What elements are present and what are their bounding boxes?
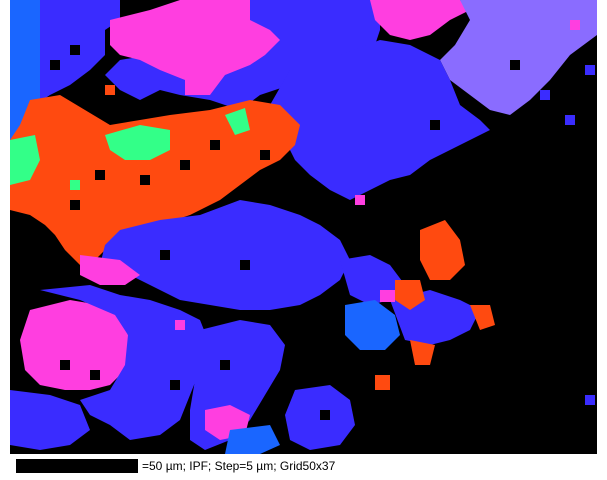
grain-orange-1 [10,95,300,265]
ipf-map-canvas [10,0,597,454]
noise-pixels [50,45,520,420]
grain-blue-4 [100,200,350,310]
grain-orange-4 [470,305,495,330]
grain-green-2 [10,135,40,185]
ipf-orientation-map [10,0,597,454]
grain-pink-3 [80,255,140,285]
grain-orange-2 [420,220,465,280]
grain-pink-1 [110,0,280,95]
grain-pink-2 [370,0,470,40]
grain-pink-4 [20,300,130,390]
grain-lavender-1 [440,0,597,115]
grain-blue-3 [270,40,490,200]
color-pixels [70,20,595,405]
map-caption: =50 µm; IPF; Step=5 µm; Grid50x37 [10,455,597,477]
scale-bar [16,459,138,473]
grain-azure-3 [345,300,400,350]
grain-green-3 [225,108,250,135]
grain-blue-5 [40,285,210,440]
grain-green-1 [105,125,170,160]
grain-orange-3 [395,280,425,310]
grain-orange-5 [410,340,435,365]
grain-orange-6 [375,375,390,390]
grain-azure-2 [225,425,280,454]
grain-blue-6 [10,390,90,450]
caption-text: =50 µm; IPF; Step=5 µm; Grid50x37 [142,459,336,473]
grain-pink-6 [380,290,395,302]
